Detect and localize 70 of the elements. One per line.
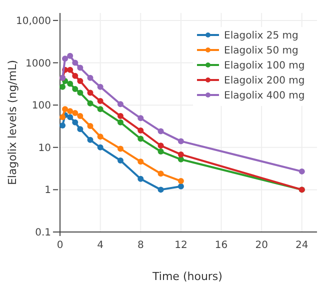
point <box>117 113 124 120</box>
point <box>72 119 78 126</box>
legend-label: Elagolix 100 mg <box>224 60 305 72</box>
x-tick-label: 4 <box>97 240 104 251</box>
point <box>60 84 66 90</box>
point <box>62 56 68 62</box>
point <box>178 183 184 190</box>
x-tick-label: 24 <box>296 240 308 251</box>
point <box>67 66 74 73</box>
y-axis-title: Elagolix levels (ng/mL) <box>6 60 19 186</box>
point <box>158 128 164 134</box>
y-tick-label: 10,000 <box>16 16 51 27</box>
point <box>178 178 184 184</box>
point <box>117 119 124 126</box>
point <box>72 110 78 116</box>
point <box>97 144 104 150</box>
point <box>158 170 164 177</box>
point <box>117 101 124 108</box>
point <box>67 52 74 59</box>
point <box>77 113 84 120</box>
point <box>178 138 184 144</box>
y-tick-label: 0.1 <box>35 228 51 238</box>
point <box>87 74 94 81</box>
point <box>67 114 74 120</box>
point <box>117 146 124 152</box>
x-tick-label: 0 <box>56 240 64 251</box>
point <box>72 86 78 92</box>
point <box>158 142 164 149</box>
point <box>60 122 66 128</box>
point <box>60 114 66 120</box>
y-tick-label: 1 <box>44 185 51 196</box>
x-tick-label: 8 <box>137 240 144 251</box>
point <box>97 84 104 90</box>
legend-label: Elagolix 400 mg <box>224 90 305 102</box>
legend-label: Elagolix 50 mg <box>224 46 298 56</box>
legend-label: Elagolix 25 mg <box>224 30 298 42</box>
point <box>117 157 124 164</box>
point <box>87 136 94 143</box>
point <box>178 151 184 158</box>
y-tick-label: 100 <box>32 100 51 112</box>
point <box>77 90 84 96</box>
point <box>97 106 104 112</box>
point <box>77 78 84 84</box>
point <box>72 60 78 66</box>
point <box>298 168 305 174</box>
point <box>62 106 68 112</box>
point <box>87 90 94 96</box>
point <box>97 134 104 140</box>
point <box>138 136 144 142</box>
point <box>87 100 94 106</box>
x-axis-title: Time (hours) <box>152 270 222 283</box>
point <box>138 115 144 122</box>
x-tick-label: 16 <box>214 240 228 251</box>
point <box>87 123 94 130</box>
point <box>138 158 144 165</box>
point <box>67 80 74 87</box>
point <box>67 108 74 114</box>
legend-label: Elagolix 200 mg <box>224 76 305 86</box>
y-tick-label: 1000 <box>26 58 51 70</box>
point <box>138 176 144 182</box>
y-tick-label: 10 <box>38 142 51 154</box>
point <box>77 126 84 132</box>
point <box>158 186 164 193</box>
point <box>77 64 84 71</box>
point <box>97 98 104 104</box>
point <box>158 148 164 154</box>
point <box>138 128 144 134</box>
x-tick-label: 12 <box>174 240 188 251</box>
x-tick-label: 20 <box>255 240 268 251</box>
point <box>72 72 78 79</box>
